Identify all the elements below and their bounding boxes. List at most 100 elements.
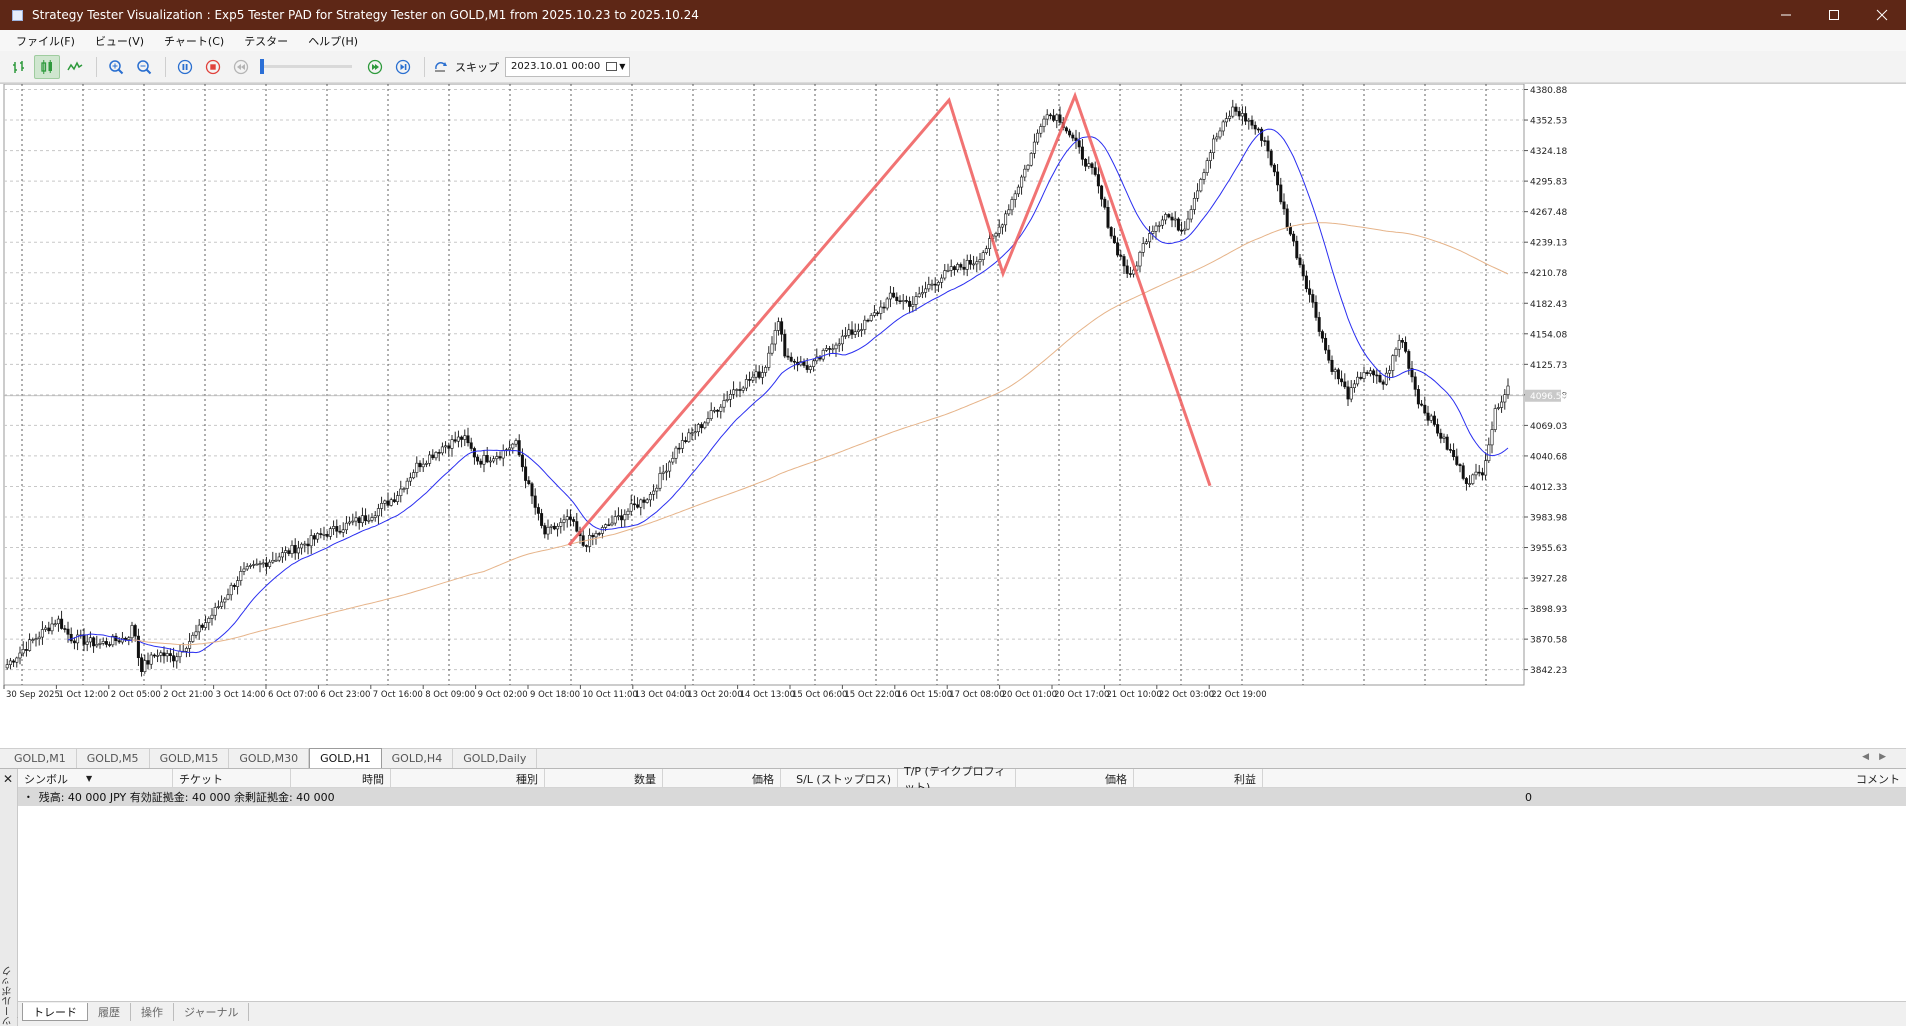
- col-price-current[interactable]: 価格: [1016, 769, 1134, 788]
- plot-frame: [3, 84, 1525, 686]
- col-profit[interactable]: 利益: [1134, 769, 1263, 788]
- price-label: 4125.73: [1530, 361, 1567, 371]
- candle-body: [533, 495, 537, 508]
- candle-body: [8, 660, 12, 665]
- stop-button[interactable]: [200, 55, 226, 79]
- candle-body: [975, 261, 979, 265]
- candle-body: [1173, 218, 1177, 221]
- candle-body: [648, 494, 652, 501]
- balance-row[interactable]: • 残高: 40 000 JPY 有効証拠金: 40 000 余剰証拠金: 40…: [18, 788, 1906, 806]
- candle-body: [1058, 114, 1062, 123]
- zoom-out-button[interactable]: [131, 55, 157, 79]
- step-back-button[interactable]: [228, 55, 254, 79]
- candle-body: [485, 455, 489, 463]
- candle-body: [1311, 294, 1315, 303]
- candle-body: [396, 495, 400, 502]
- tab-gold-h1[interactable]: GOLD,H1: [309, 748, 382, 768]
- tab-history[interactable]: 履歴: [88, 1003, 131, 1021]
- skip-date-picker[interactable]: 2023.10.01 00:00 ▼: [505, 56, 631, 77]
- line-chart-button[interactable]: [62, 55, 88, 79]
- col-ticket[interactable]: チケット: [173, 769, 291, 788]
- maximize-button[interactable]: [1810, 0, 1858, 30]
- col-volume[interactable]: 数量: [545, 769, 663, 788]
- tab-gold-m15[interactable]: GOLD,M15: [150, 749, 230, 768]
- col-comment[interactable]: コメント: [1856, 772, 1900, 786]
- menu-view[interactable]: ビュー(V): [94, 34, 145, 48]
- price-label: 3842.23: [1530, 666, 1567, 676]
- tab-gold-m30[interactable]: GOLD,M30: [229, 749, 310, 768]
- candle-body: [824, 348, 828, 351]
- step-forward-icon: [395, 59, 411, 74]
- menu-tester[interactable]: テスター: [244, 34, 289, 48]
- close-icon[interactable]: ✕: [3, 772, 14, 786]
- skip-date-value: 2023.10.01 00:00: [511, 61, 601, 72]
- price-label: 4267.48: [1530, 208, 1567, 218]
- candle-body: [1320, 331, 1324, 339]
- tab-gold-daily[interactable]: GOLD,Daily: [453, 749, 538, 768]
- skip-button[interactable]: [431, 55, 451, 79]
- chart-canvas[interactable]: 4380.88 4352.53 4324.18 4295.83 4267.48 4239.…: [0, 84, 1906, 749]
- time-label: 7 Oct 16:00: [373, 690, 423, 700]
- close-icon: [1876, 9, 1888, 21]
- col-time[interactable]: 時間: [291, 769, 391, 788]
- candle-body: [802, 361, 806, 366]
- tab-gold-m1[interactable]: GOLD,M1: [4, 749, 77, 768]
- candlestick-button[interactable]: [34, 54, 60, 79]
- tab-trade[interactable]: トレード: [22, 1003, 88, 1021]
- bar-chart-icon: [13, 60, 24, 73]
- candle-body: [1122, 256, 1126, 267]
- tab-gold-h4[interactable]: GOLD,H4: [382, 749, 454, 768]
- slider-thumb[interactable]: [260, 59, 264, 74]
- candle-body: [495, 456, 499, 460]
- candle-body: [136, 635, 140, 659]
- menu-chart[interactable]: チャート(C): [164, 34, 225, 48]
- candle-body: [434, 452, 438, 459]
- candle-body: [453, 439, 457, 442]
- col-take-profit[interactable]: T/P (テイクプロフィット): [898, 765, 1016, 794]
- candle-body: [719, 406, 723, 412]
- candle-body: [914, 296, 918, 305]
- candle-body: [1109, 227, 1113, 237]
- candle-body: [530, 483, 534, 497]
- step-forward-button[interactable]: [390, 55, 416, 79]
- speed-slider[interactable]: [260, 59, 352, 74]
- candle-body: [1199, 179, 1203, 192]
- zoom-in-button[interactable]: [103, 55, 129, 79]
- candle-body: [997, 226, 1001, 234]
- time-label: 20 Oct 01:00: [1002, 690, 1057, 700]
- col-symbol[interactable]: シンボル ▼: [18, 769, 173, 788]
- candle-body: [607, 524, 611, 526]
- candle-body: [264, 562, 268, 567]
- tab-operations[interactable]: 操作: [131, 1003, 174, 1021]
- menu-file[interactable]: ファイル(F): [16, 34, 75, 48]
- candle-body: [466, 435, 470, 444]
- candle-body: [255, 563, 259, 566]
- candle-body: [735, 389, 739, 391]
- candle-body: [1500, 401, 1504, 408]
- bar-chart-button[interactable]: [6, 55, 32, 79]
- pause-button[interactable]: [172, 55, 198, 79]
- candle-body: [540, 513, 544, 526]
- price-chart[interactable]: 4380.88 4352.53 4324.18 4295.83 4267.48 4239.…: [0, 83, 1906, 748]
- candle-body: [901, 300, 905, 302]
- col-stop-loss[interactable]: S/L (ストップロス): [781, 769, 898, 788]
- candle-body: [440, 446, 444, 454]
- candle-body: [1276, 171, 1280, 186]
- candle-body: [1455, 456, 1459, 465]
- candle-body: [690, 432, 694, 435]
- candle-body: [965, 260, 969, 270]
- menu-help[interactable]: ヘルプ(H): [308, 34, 359, 48]
- close-button[interactable]: [1858, 0, 1906, 30]
- tab-gold-m5[interactable]: GOLD,M5: [77, 749, 150, 768]
- candle-body: [1442, 436, 1446, 439]
- candle-body: [1375, 374, 1379, 377]
- candle-body: [604, 524, 608, 528]
- play-button[interactable]: [362, 55, 388, 79]
- minimize-button[interactable]: [1762, 0, 1810, 30]
- tab-scroll-arrows[interactable]: ◀▶: [1862, 752, 1896, 762]
- col-price[interactable]: 価格: [663, 769, 781, 788]
- col-type[interactable]: 種別: [391, 769, 545, 788]
- tab-journal[interactable]: ジャーナル: [174, 1003, 250, 1021]
- candle-body: [1244, 113, 1248, 122]
- candle-body: [520, 454, 524, 468]
